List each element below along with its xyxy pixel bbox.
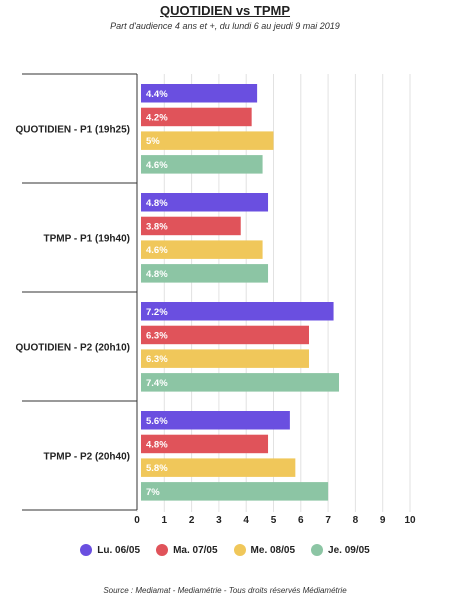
x-tick-label: 3 [216, 515, 222, 526]
legend-swatch [80, 544, 93, 556]
bar [141, 84, 258, 103]
bar [141, 325, 309, 345]
bar [141, 193, 269, 212]
x-tick-label: 5 [271, 515, 277, 526]
x-tick-label: 10 [404, 515, 416, 526]
legend-item: Ma. 07/05 [156, 544, 218, 556]
data-label: 4.4% [146, 89, 168, 100]
bar [141, 458, 296, 477]
chart-title: QUOTIDIEN vs TPMP [159, 3, 291, 18]
category-label: TPMP - P2 (20h40) [43, 452, 130, 463]
legend-item: Lu. 06/05 [80, 544, 140, 556]
bar [141, 107, 252, 127]
bar [141, 131, 274, 150]
x-tick-label: 8 [353, 515, 359, 526]
bar [141, 240, 263, 259]
legend-item: Me. 08/05 [233, 544, 296, 556]
x-tick-label: 0 [134, 515, 140, 526]
bar [141, 302, 334, 321]
bar [141, 434, 269, 454]
category-label: QUOTIDIEN - P2 (20h10) [16, 343, 130, 354]
legend-label: Ma. 07/05 [173, 544, 218, 556]
data-label: 5% [146, 136, 160, 147]
data-label: 4.2% [146, 112, 168, 123]
legend-label: Me. 08/05 [250, 544, 296, 556]
data-label: 4.6% [146, 160, 168, 171]
bar [141, 411, 290, 430]
source-note: Source : Mediamat - Mediamétrie - Tous d… [103, 586, 347, 595]
chart-subtitle: Part d'audience 4 ans et +, du lundi 6 a… [110, 21, 340, 31]
data-label: 4.8% [146, 439, 168, 450]
bar [141, 349, 309, 368]
data-label: 6.3% [146, 354, 168, 365]
x-tick-label: 4 [243, 515, 249, 526]
data-label: 5.6% [146, 416, 168, 427]
legend-label: Lu. 06/05 [97, 544, 141, 556]
x-tick-label: 6 [298, 515, 304, 526]
legend-swatch [156, 544, 169, 556]
category-label: QUOTIDIEN - P1 (19h25) [16, 125, 130, 136]
x-tick-label: 7 [325, 515, 331, 526]
x-tick-label: 9 [380, 515, 386, 526]
legend-swatch [311, 544, 324, 556]
bar [141, 373, 340, 392]
legend-item: Je. 09/05 [311, 544, 370, 556]
data-label: 7% [146, 487, 160, 498]
bar-chart: QUOTIDIEN - P1 (19h25) 4.4% 4.2% 5% 4.6% TPMP… [16, 73, 416, 526]
x-tick-label: 2 [189, 515, 195, 526]
legend-swatch [233, 544, 246, 556]
legend-label: Je. 09/05 [328, 544, 370, 556]
data-label: 6.3% [146, 330, 168, 341]
bar [141, 155, 263, 174]
data-label: 4.6% [146, 245, 168, 256]
bar [141, 216, 241, 236]
bar [141, 482, 329, 501]
data-label: 4.8% [146, 198, 168, 209]
category-label: TPMP - P1 (19h40) [43, 234, 130, 245]
data-label: 5.8% [146, 463, 168, 474]
legend: Lu. 06/05 Ma. 07/05 Me. 08/05 Je. 09/05 [0, 544, 450, 556]
x-tick-label: 1 [162, 515, 168, 526]
data-label: 7.2% [146, 307, 168, 318]
data-label: 7.4% [146, 378, 168, 389]
bar [141, 264, 269, 283]
data-label: 3.8% [146, 221, 168, 232]
data-label: 4.8% [146, 269, 168, 280]
